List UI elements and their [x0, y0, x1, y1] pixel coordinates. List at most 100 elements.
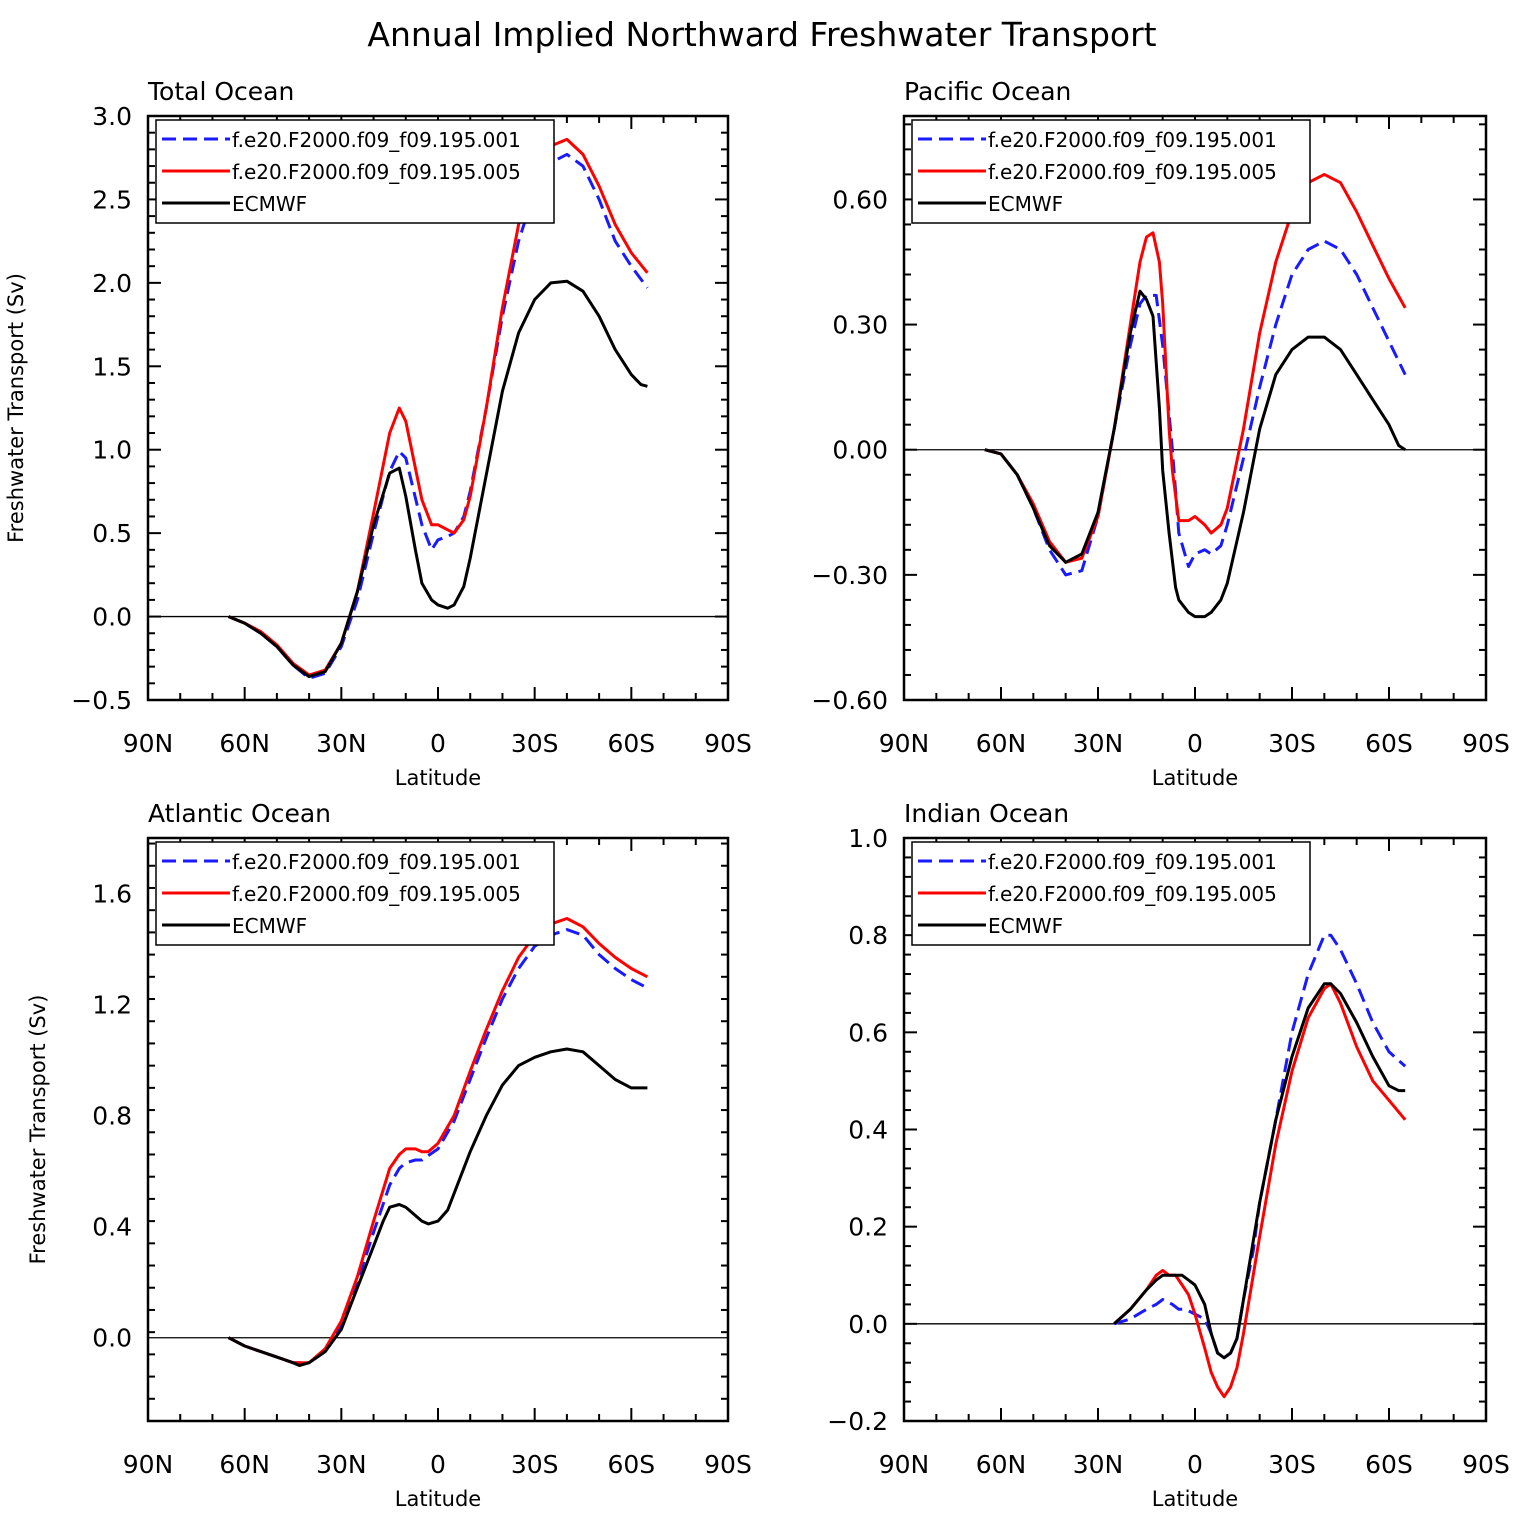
- atlantic-ocean-legend-label: f.e20.F2000.f09_f09.195.001: [232, 850, 521, 874]
- total-ocean-x-tick-label: 60N: [219, 729, 270, 758]
- atlantic-ocean-panel: Atlantic Ocean 90N 60N 30N 0 30S 60S 90S Latitud…: [26, 799, 752, 1511]
- atlantic-ocean-legend-label: f.e20.F2000.f09_f09.195.005: [232, 882, 521, 906]
- pacific-ocean-plot-frame: [902, 114, 1488, 702]
- indian-ocean-x-tick-label: 90S: [1462, 1450, 1510, 1479]
- indian-ocean-x-axis-label: Latitude: [1152, 1487, 1238, 1511]
- atlantic-ocean-series-f-e20-f2000-f09-f09-195-001: [227, 928, 649, 1365]
- pacific-ocean-x-tick-label: 60N: [976, 729, 1027, 758]
- pacific-ocean-x-axis-label: Latitude: [1152, 766, 1238, 790]
- total-ocean-x-tick-label: 60S: [607, 729, 655, 758]
- total-ocean-x-tick-label: 30S: [511, 729, 559, 758]
- total-ocean-legend-label: ECMWF: [232, 192, 307, 216]
- pacific-ocean-series-f-e20-f2000-f09-f09-195-005: [984, 172, 1407, 564]
- indian-ocean-y-tick-label: 0.4: [848, 1116, 888, 1145]
- indian-ocean-x-tick-label: 90N: [879, 1450, 930, 1479]
- total-ocean-series-ecmwf: [228, 279, 648, 679]
- indian-ocean-legend-label: f.e20.F2000.f09_f09.195.001: [988, 850, 1277, 874]
- panels: Total Ocean 90N 60N 30N 0 30S 60S 90S Latitude −0…: [4, 77, 1510, 1511]
- atlantic-ocean-y-axis-label: Freshwater Transport (Sv): [26, 995, 50, 1265]
- total-ocean-y-axis-label: Freshwater Transport (Sv): [4, 273, 28, 543]
- atlantic-ocean-y-tick-label: 1.6: [92, 880, 132, 909]
- pacific-ocean-y-tick-label: −0.30: [811, 561, 888, 590]
- pacific-ocean-y-tick-label: 0.60: [832, 185, 888, 214]
- indian-ocean-title: Indian Ocean: [904, 799, 1069, 828]
- atlantic-ocean-y-tick-label: 0.0: [92, 1324, 132, 1353]
- atlantic-ocean-x-tick-label: 90N: [123, 1450, 174, 1479]
- atlantic-ocean-x-tick-label: 30S: [511, 1450, 559, 1479]
- total-ocean-y-tick-label: −0.5: [71, 686, 132, 715]
- pacific-ocean-title: Pacific Ocean: [904, 77, 1071, 106]
- total-ocean-legend-label: f.e20.F2000.f09_f09.195.005: [232, 160, 521, 184]
- total-ocean-title: Total Ocean: [147, 77, 294, 106]
- total-ocean-y-tick-label: 0.0: [92, 603, 132, 632]
- pacific-ocean-x-tick-label: 60S: [1365, 729, 1413, 758]
- total-ocean-series-f-e20-f2000-f09-f09-195-001: [228, 152, 649, 680]
- indian-ocean-series-ecmwf: [1113, 982, 1406, 1360]
- indian-ocean-series-f-e20-f2000-f09-f09-195-001: [1113, 933, 1407, 1360]
- pacific-ocean-legend-label: f.e20.F2000.f09_f09.195.001: [988, 128, 1277, 152]
- total-ocean-legend-label: f.e20.F2000.f09_f09.195.001: [232, 128, 521, 152]
- indian-ocean-plot-frame: [902, 836, 1488, 1423]
- pacific-ocean-x-tick-label: 0: [1187, 729, 1203, 758]
- pacific-ocean-legend-label: f.e20.F2000.f09_f09.195.005: [988, 160, 1277, 184]
- indian-ocean-legend-box: [911, 841, 1311, 946]
- pacific-ocean-legend-label: ECMWF: [988, 192, 1063, 216]
- indian-ocean-y-tick-label: −0.2: [827, 1407, 888, 1436]
- indian-ocean-y-tick-label: 0.0: [848, 1310, 888, 1339]
- total-ocean-legend: f.e20.F2000.f09_f09.195.001 f.e20.F2000.f…: [155, 119, 555, 224]
- total-ocean-x-tick-label: 30N: [316, 729, 367, 758]
- indian-ocean-x-tick-label: 30S: [1268, 1450, 1316, 1479]
- total-ocean-panel: Total Ocean 90N 60N 30N 0 30S 60S 90S Latitude −0…: [4, 77, 752, 790]
- indian-ocean-y-tick-label: 0.8: [848, 921, 888, 950]
- atlantic-ocean-y-tick-label: 0.8: [92, 1102, 132, 1131]
- atlantic-ocean-x-tick-label: 30N: [316, 1450, 367, 1479]
- pacific-ocean-legend: f.e20.F2000.f09_f09.195.001 f.e20.F2000.f…: [911, 119, 1311, 224]
- atlantic-ocean-x-tick-label: 0: [430, 1450, 446, 1479]
- pacific-ocean-y-tick-label: 0.30: [832, 311, 888, 340]
- pacific-ocean-x-tick-label: 30N: [1073, 729, 1124, 758]
- pacific-ocean-y-tick-label: −0.60: [811, 686, 888, 715]
- total-ocean-y-tick-label: 2.5: [92, 185, 132, 214]
- atlantic-ocean-y-tick-label: 0.4: [92, 1213, 132, 1242]
- indian-ocean-y-tick-label: 1.0: [848, 824, 888, 853]
- atlantic-ocean-x-tick-label: 90S: [704, 1450, 752, 1479]
- atlantic-ocean-y-tick-label: 1.2: [92, 991, 132, 1020]
- pacific-ocean-series-ecmwf: [984, 289, 1407, 619]
- total-ocean-y-tick-label: 1.5: [92, 352, 132, 381]
- pacific-ocean-x-tick-label: 30S: [1268, 729, 1316, 758]
- indian-ocean-y-tick-label: 0.6: [848, 1018, 888, 1047]
- indian-ocean-x-tick-label: 30N: [1073, 1450, 1124, 1479]
- indian-ocean-legend: f.e20.F2000.f09_f09.195.001 f.e20.F2000.f…: [911, 841, 1311, 946]
- total-ocean-x-tick-label: 90S: [704, 729, 752, 758]
- indian-ocean-panel: Indian Ocean 90N 60N 30N 0 30S 60S 90S Latitude −…: [827, 799, 1510, 1511]
- total-ocean-y-tick-label: 0.5: [92, 519, 132, 548]
- indian-ocean-x-tick-label: 0: [1187, 1450, 1203, 1479]
- total-ocean-x-axis-label: Latitude: [395, 766, 481, 790]
- total-ocean-y-tick-label: 2.0: [92, 269, 132, 298]
- total-ocean-y-tick-label: 3.0: [92, 102, 132, 131]
- atlantic-ocean-title: Atlantic Ocean: [148, 799, 331, 828]
- atlantic-ocean-plot-frame: [146, 836, 730, 1423]
- indian-ocean-legend-label: f.e20.F2000.f09_f09.195.005: [988, 882, 1277, 906]
- atlantic-ocean-legend-label: ECMWF: [232, 914, 307, 938]
- atlantic-ocean-x-axis-label: Latitude: [395, 1487, 481, 1511]
- total-ocean-x-tick-label: 0: [430, 729, 446, 758]
- atlantic-ocean-series-ecmwf: [227, 1047, 648, 1367]
- indian-ocean-series-f-e20-f2000-f09-f09-195-005: [1113, 982, 1407, 1399]
- total-ocean-x-tick-label: 90N: [123, 729, 174, 758]
- atlantic-ocean-x-tick-label: 60N: [219, 1450, 270, 1479]
- pacific-ocean-series-f-e20-f2000-f09-f09-195-001: [984, 239, 1407, 577]
- pacific-ocean-y-tick-label: 0.00: [832, 436, 888, 465]
- indian-ocean-x-tick-label: 60S: [1365, 1450, 1413, 1479]
- atlantic-ocean-legend: f.e20.F2000.f09_f09.195.001 f.e20.F2000.f…: [155, 841, 555, 946]
- pacific-ocean-panel: Pacific Ocean 90N 60N 30N 0 30S 60S 90S Latitude…: [811, 77, 1509, 790]
- atlantic-ocean-series-f-e20-f2000-f09-f09-195-005: [227, 917, 649, 1365]
- total-ocean-y-tick-label: 1.0: [92, 436, 132, 465]
- atlantic-ocean-x-tick-label: 60S: [607, 1450, 655, 1479]
- figure-title: Annual Implied Northward Freshwater Tran…: [367, 15, 1156, 54]
- indian-ocean-legend-label: ECMWF: [988, 914, 1063, 938]
- pacific-ocean-x-tick-label: 90S: [1462, 729, 1510, 758]
- pacific-ocean-x-tick-label: 90N: [879, 729, 930, 758]
- indian-ocean-y-tick-label: 0.2: [848, 1213, 888, 1242]
